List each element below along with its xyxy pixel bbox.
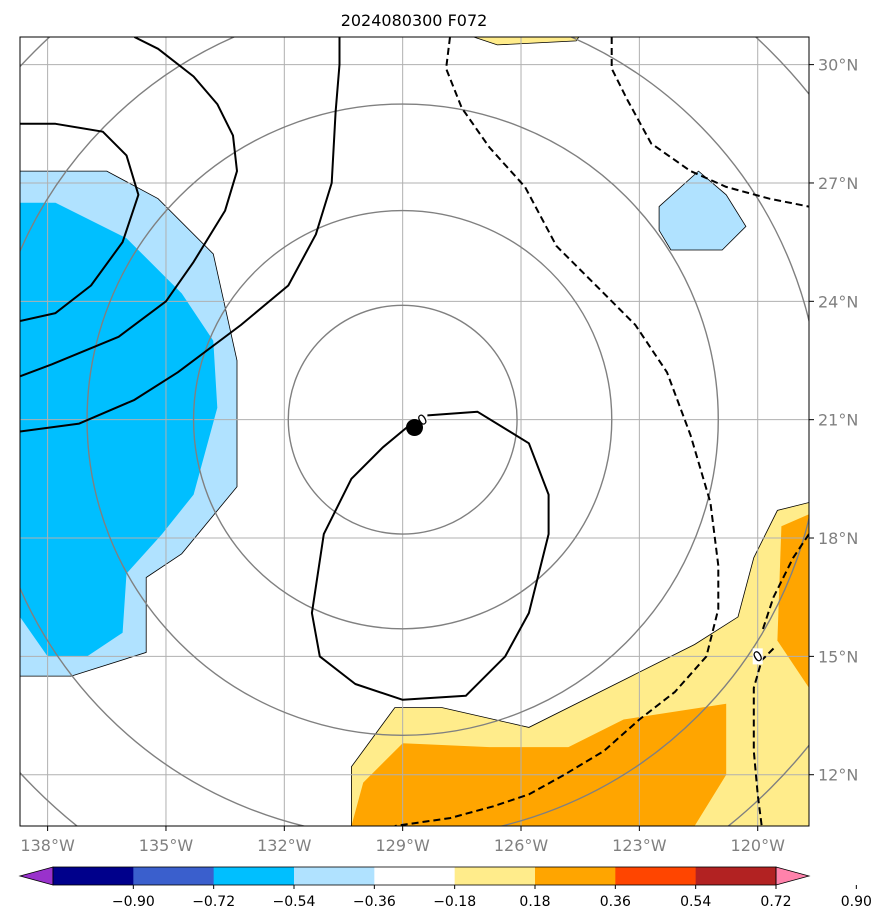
solid-contour: [20, 122, 140, 322]
colorbar-tick-label: −0.18: [433, 894, 476, 910]
colorbar-segment: [213, 867, 295, 885]
colorbar-segment: [615, 867, 697, 885]
solid-contour: [310, 410, 550, 701]
colorbar-segment: [695, 867, 777, 885]
lat-tick-label: 15°N: [818, 647, 858, 666]
lat-tick-label: 30°N: [818, 56, 858, 75]
colorbar-tick-label: 0.18: [519, 894, 550, 910]
colorbar-extend-high: [775, 866, 811, 886]
region-outline: [350, 502, 809, 826]
region-outline: [658, 170, 747, 251]
colorbar-segment: [535, 867, 616, 885]
dashed-contour: [610, 37, 809, 208]
colorbar-extend-low: [18, 866, 54, 886]
colorbar-tick-label: −0.72: [192, 894, 235, 910]
shaded-region: [473, 37, 579, 45]
dashed-contour: [394, 37, 720, 826]
lat-tick-label: 21°N: [818, 411, 858, 430]
range-ring: [192, 209, 613, 630]
lon-tick-label: 123°W: [612, 836, 667, 855]
colorbar-segment: [454, 867, 536, 885]
colorbar-tick-label: −0.54: [273, 894, 316, 910]
contour-lines: 00: [20, 37, 809, 826]
shaded-region: [777, 514, 809, 688]
solid-contour: [20, 37, 341, 433]
colorbar-segment: [374, 867, 456, 885]
shaded-region: [351, 703, 727, 826]
storm-center: [406, 419, 423, 437]
lon-tick-label: 135°W: [139, 836, 194, 855]
colorbar-frame: [52, 866, 777, 886]
field-outlines: [20, 37, 809, 826]
map-title: 2024080300 F072: [341, 11, 488, 30]
map-frame: [19, 36, 810, 827]
colorbar-tick-label: 0.54: [680, 894, 711, 910]
colorbar-tick-label: −0.36: [353, 894, 396, 910]
lon-axis: 138°W 135°W 132°W 129°W 126°W 123°W 120°W: [20, 826, 785, 855]
range-ring: [287, 304, 518, 535]
lon-tick-label: 138°W: [20, 836, 75, 855]
colorbar-tick-label: 0.36: [600, 894, 631, 910]
solid-contour: [20, 37, 238, 378]
colorbar-tick-label: 0.72: [760, 894, 791, 910]
region-outline: [473, 37, 580, 46]
graticule: [20, 37, 809, 826]
colorbar-tick-label: 0.90: [841, 894, 872, 910]
lon-tick-label: 120°W: [731, 836, 786, 855]
lat-axis: 12°N 15°N 18°N 21°N 24°N 27°N 30°N: [809, 56, 858, 785]
dashed-contour: [752, 647, 775, 826]
colorbar-segment: [53, 867, 134, 885]
shaded-region: [20, 202, 218, 657]
lat-tick-label: 24°N: [818, 292, 858, 311]
lon-tick-label: 132°W: [257, 836, 312, 855]
shaded-field: [20, 37, 809, 826]
lon-tick-label: 126°W: [494, 836, 549, 855]
center-dot: [406, 419, 423, 437]
lon-tick-label: 129°W: [375, 836, 430, 855]
colorbar-segment: [294, 867, 375, 885]
contour-label-bg: [752, 648, 763, 665]
region-outline: [20, 170, 238, 677]
lat-tick-label: 27°N: [818, 174, 858, 193]
colorbar-segment: [133, 867, 215, 885]
colorbar-tick-label: −0.90: [112, 894, 155, 910]
colorbar: −0.90 −0.72 −0.54 −0.36 −0.18 0.18 0.36 0.54 0.7…: [18, 866, 872, 910]
lat-tick-label: 12°N: [818, 766, 858, 785]
contour-label-bg: [417, 411, 428, 428]
lat-tick-label: 18°N: [818, 529, 858, 548]
shaded-region: [659, 171, 746, 250]
dashed-contour: [760, 533, 809, 634]
